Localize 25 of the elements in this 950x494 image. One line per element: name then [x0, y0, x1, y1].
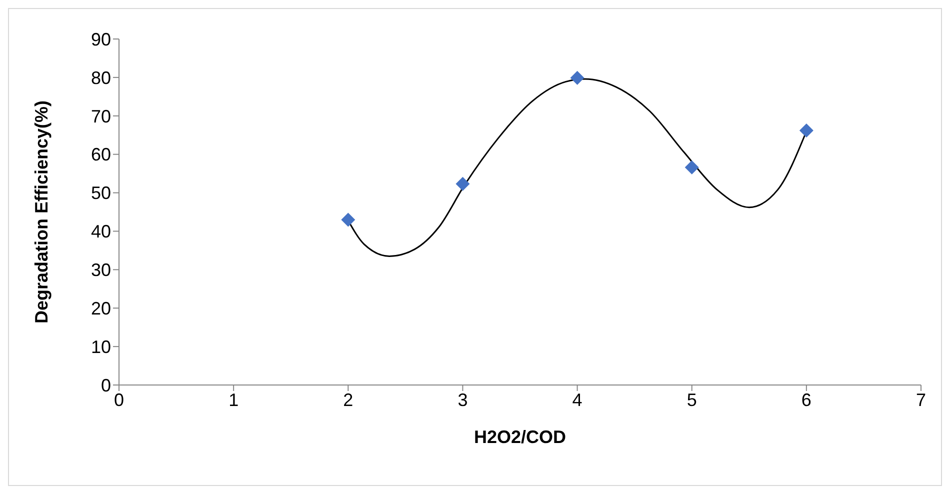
y-tick-label: 40: [90, 222, 111, 242]
y-tick-label: 20: [90, 298, 111, 318]
point: [570, 70, 584, 85]
y-tick-label: 60: [90, 144, 111, 165]
point: [341, 212, 356, 227]
x-tick-label: 0: [114, 390, 124, 410]
x-axis-title: H2O2/COD: [474, 427, 566, 447]
y-tick-label: 70: [90, 106, 111, 126]
x-tick-label: 4: [572, 390, 582, 410]
x-tick-label: 1: [228, 390, 239, 410]
y-tick-label: 30: [90, 260, 111, 280]
y-tick-label: 50: [90, 183, 111, 204]
y-tick-label: 10: [90, 336, 111, 357]
x-tick-label: 5: [686, 390, 697, 410]
x-tick-label: 3: [458, 390, 468, 410]
point: [684, 160, 699, 174]
y-axis-title: Degradation Efficiency(%): [31, 100, 52, 324]
x-tick-label: 6: [801, 390, 812, 410]
y-tick-label: 80: [90, 68, 111, 88]
point: [456, 176, 470, 191]
x-tick-label: 2: [343, 390, 354, 410]
y-tick-label: 90: [90, 29, 111, 50]
x-tick-label: 7: [916, 390, 926, 410]
point: [799, 124, 814, 138]
y-tick-label: 0: [100, 375, 111, 396]
